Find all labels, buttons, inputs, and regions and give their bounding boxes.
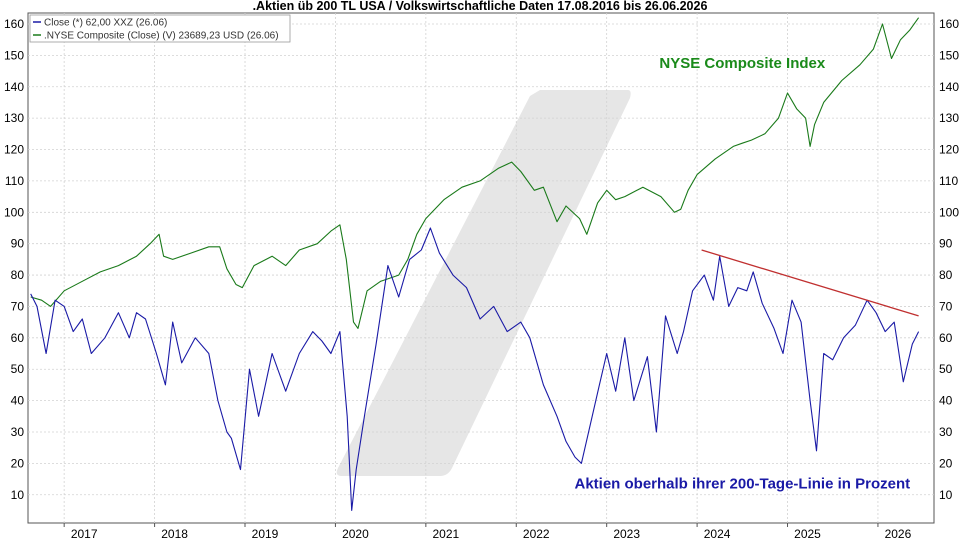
y-tick-label-left: 120 xyxy=(4,143,24,157)
watermark-logo xyxy=(336,90,631,476)
x-tick-label: 2018 xyxy=(161,527,188,540)
y-tick-label-left: 40 xyxy=(11,394,25,408)
y-tick-label-right: 50 xyxy=(939,362,953,376)
x-tick-label: 2024 xyxy=(704,527,731,540)
legend: Close (*) 62,00 XXZ (26.06) .NYSE Compos… xyxy=(29,14,291,43)
x-axis: 2017 2018 2019 2020 2021 2022 2023 2024 2025 2026 xyxy=(63,523,912,540)
y-tick-label-right: 120 xyxy=(939,143,959,157)
y-tick-label-left: 70 xyxy=(11,299,25,313)
y-tick-label-left: 10 xyxy=(11,488,25,502)
y-tick-label-right: 100 xyxy=(939,205,959,219)
y-tick-label-right: 90 xyxy=(939,237,953,251)
annotation-nyse-composite-index: NYSE Composite Index xyxy=(659,55,826,72)
y-tick-label-right: 70 xyxy=(939,299,953,313)
chart-title: .Aktien üb 200 TL USA / Volkswirtschaftl… xyxy=(253,0,708,13)
y-tick-label-left: 60 xyxy=(11,331,25,345)
x-tick-label: 2021 xyxy=(432,527,459,540)
legend-label-nyse: .NYSE Composite (Close) (V) 23689,23 USD… xyxy=(44,31,279,42)
annotation-aktien-oberhalb-200-tage-linie: Aktien oberhalb ihrer 200-Tage-Linie in … xyxy=(574,476,910,493)
series-line-trendlinie xyxy=(701,249,919,317)
legend-label-close: Close (*) 62,00 XXZ (26.06) xyxy=(44,18,167,29)
x-tick-label: 2020 xyxy=(342,527,369,540)
y-tick-label-right: 110 xyxy=(939,174,958,188)
y-axis-right: 10 20 30 40 50 60 70 80 90 100 110 120 130 140 150 160 xyxy=(939,17,959,502)
y-tick-label-right: 80 xyxy=(939,268,953,282)
y-tick-label-right: 20 xyxy=(939,456,953,470)
y-tick-label-left: 150 xyxy=(4,48,24,62)
y-tick-label-right: 60 xyxy=(939,331,953,345)
y-tick-label-left: 160 xyxy=(4,17,24,31)
x-tick-label: 2026 xyxy=(885,527,912,540)
x-tick-label: 2025 xyxy=(794,527,821,540)
y-tick-label-left: 30 xyxy=(11,425,25,439)
y-tick-label-right: 130 xyxy=(939,111,959,125)
series-group xyxy=(30,17,920,511)
y-tick-label-right: 30 xyxy=(939,425,953,439)
y-tick-label-right: 150 xyxy=(939,48,959,62)
y-tick-label-right: 140 xyxy=(939,80,959,94)
x-tick-label: 2022 xyxy=(523,527,550,540)
y-tick-label-left: 50 xyxy=(11,362,25,376)
series-line-close xyxy=(30,227,920,511)
y-tick-label-left: 80 xyxy=(11,268,25,282)
series-line-nyse-composite-close-v xyxy=(30,17,920,329)
y-axis-left: 10 20 30 40 50 60 70 80 90 100 110 120 130 140 150 160 xyxy=(4,17,24,502)
x-tick-label: 2023 xyxy=(613,527,640,540)
y-tick-label-right: 40 xyxy=(939,394,953,408)
legend-box xyxy=(29,14,291,43)
y-tick-label-right: 160 xyxy=(939,17,959,31)
y-tick-label-right: 10 xyxy=(939,488,953,502)
x-tick-label: 2019 xyxy=(252,527,279,540)
y-tick-label-left: 130 xyxy=(4,111,24,125)
y-tick-label-left: 90 xyxy=(11,237,25,251)
y-tick-label-left: 110 xyxy=(5,174,24,188)
y-tick-label-left: 20 xyxy=(11,456,25,470)
y-tick-label-left: 100 xyxy=(4,205,24,219)
grid xyxy=(28,13,934,523)
y-tick-label-left: 140 xyxy=(4,80,24,94)
x-tick-label: 2017 xyxy=(71,527,98,540)
